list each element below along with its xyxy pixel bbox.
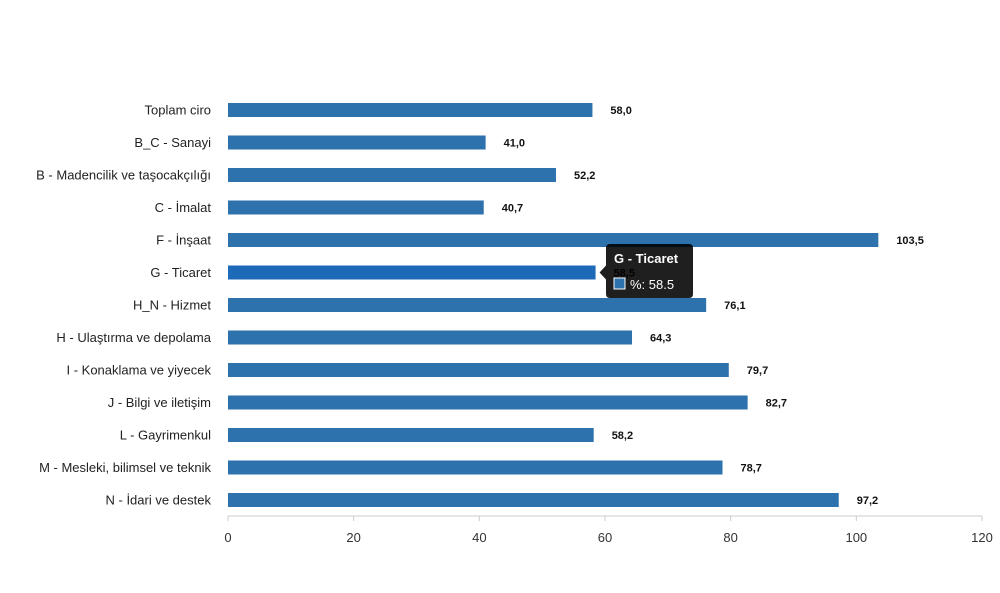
bar[interactable]: [228, 200, 484, 215]
category-label: M - Mesleki, bilimsel ve teknik: [39, 460, 211, 475]
data-label: 40,7: [502, 203, 523, 215]
bar[interactable]: [228, 168, 556, 182]
category-label: G - Ticaret: [150, 265, 211, 280]
data-label: 58,0: [610, 105, 631, 117]
data-label: 97,2: [857, 495, 878, 507]
category-label: H_N - Hizmet: [133, 298, 211, 313]
category-label: F - İnşaat: [156, 233, 211, 248]
x-tick-label: 120: [971, 530, 993, 545]
tooltip-value: %: 58.5: [630, 277, 674, 292]
tooltip: G - Ticaret %: 58.5: [599, 244, 693, 298]
data-label: 64,3: [650, 333, 671, 345]
x-tick-label: 60: [598, 530, 612, 545]
bar[interactable]: [228, 460, 723, 475]
category-label: Toplam ciro: [145, 103, 211, 118]
bar[interactable]: [228, 395, 748, 410]
tooltip-color-swatch: [613, 277, 626, 290]
data-label: 103,5: [896, 235, 924, 247]
bar[interactable]: [228, 363, 729, 377]
x-axis-ticks: 0 20 40 60 80 100 120: [224, 516, 993, 545]
category-label: J - Bilgi ve iletişim: [108, 395, 211, 410]
x-tick-label: 0: [224, 530, 231, 545]
data-label: 82,7: [766, 398, 787, 410]
category-label: B - Madencilik ve taşocakçılığı: [36, 168, 211, 183]
bar[interactable]: [228, 330, 633, 345]
value-labels: 58,041,052,240,7103,558,576,164,379,782,…: [502, 105, 924, 507]
data-label: 78,7: [740, 463, 761, 475]
data-label: 79,7: [747, 365, 768, 377]
category-label: H - Ulaştırma ve depolama: [56, 330, 211, 345]
data-label: 52,2: [574, 170, 595, 182]
x-tick-label: 20: [346, 530, 360, 545]
category-label: I - Konaklama ve yiyecek: [66, 363, 211, 378]
bar[interactable]: [228, 265, 596, 280]
bar[interactable]: [228, 103, 593, 117]
category-labels: Toplam ciro B_C - Sanayi B - Madencilik ve…: [36, 103, 212, 508]
bar[interactable]: [228, 135, 486, 150]
data-label: 41,0: [504, 138, 525, 150]
category-label: C - İmalat: [155, 200, 212, 215]
bar[interactable]: [228, 233, 879, 247]
x-tick-label: 80: [723, 530, 737, 545]
x-tick-label: 40: [472, 530, 486, 545]
bar[interactable]: [228, 428, 594, 442]
category-label: L - Gayrimenkul: [120, 428, 211, 443]
category-label: N - İdari ve destek: [106, 493, 212, 508]
category-label: B_C - Sanayi: [134, 135, 211, 150]
data-label: 58,2: [612, 430, 633, 442]
data-label: 76,1: [724, 300, 745, 312]
bar[interactable]: [228, 298, 707, 312]
bar[interactable]: [228, 493, 839, 507]
x-tick-label: 100: [845, 530, 867, 545]
tooltip-title: G - Ticaret: [614, 251, 679, 266]
bars-layer: [228, 103, 879, 507]
